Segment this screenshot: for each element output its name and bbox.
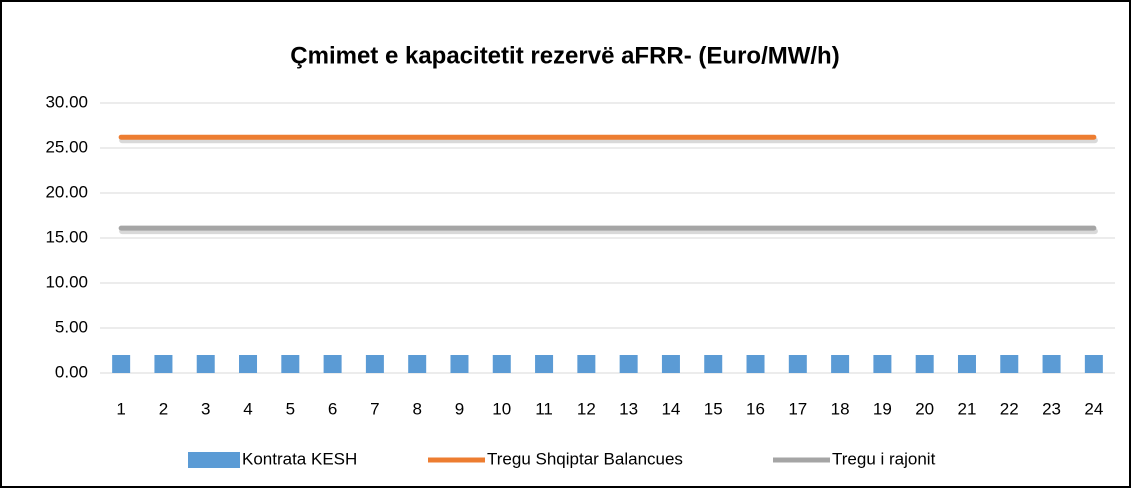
chart-title: Çmimet e kapacitetit rezervë aFRR- (Euro… (290, 42, 839, 69)
bar (873, 355, 892, 373)
bar (450, 355, 469, 373)
bar (1084, 355, 1103, 373)
y-tick-label: 15.00 (45, 227, 88, 246)
bar (746, 355, 765, 373)
bar (1042, 355, 1061, 373)
x-tick-label: 20 (915, 399, 934, 418)
bar (831, 355, 850, 373)
x-tick-label: 11 (535, 399, 553, 418)
bar (535, 355, 554, 373)
bar (365, 355, 384, 373)
y-tick-label: 0.00 (55, 362, 88, 381)
x-tick-label: 8 (412, 399, 421, 418)
bar (915, 355, 934, 373)
legend-label: Kontrata KESH (242, 449, 357, 468)
bar (408, 355, 427, 373)
x-tick-label: 2 (159, 399, 168, 418)
x-tick-label: 13 (619, 399, 638, 418)
x-tick-label: 6 (328, 399, 337, 418)
bar (323, 355, 342, 373)
y-tick-label: 5.00 (55, 317, 88, 336)
bar (239, 355, 258, 373)
bar (704, 355, 723, 373)
x-tick-label: 3 (201, 399, 210, 418)
bar (661, 355, 680, 373)
legend-label: Tregu i rajonit (832, 449, 936, 468)
x-tick-label: 15 (704, 399, 723, 418)
x-tick-label: 1 (116, 399, 125, 418)
x-tick-label: 7 (370, 399, 379, 418)
x-tick-label: 9 (455, 399, 464, 418)
bar (788, 355, 807, 373)
legend-label: Tregu Shqiptar Balancues (487, 449, 683, 468)
y-tick-label: 25.00 (45, 137, 88, 156)
x-tick-label: 22 (1000, 399, 1019, 418)
x-tick-label: 5 (286, 399, 295, 418)
x-tick-label: 16 (746, 399, 765, 418)
bar (112, 355, 131, 373)
legend-swatch (188, 452, 240, 468)
bar (577, 355, 596, 373)
bar (281, 355, 300, 373)
y-tick-label: 10.00 (45, 272, 88, 291)
x-tick-label: 10 (492, 399, 511, 418)
x-tick-label: 4 (243, 399, 252, 418)
bar (619, 355, 638, 373)
bar (492, 355, 511, 373)
bar (154, 355, 173, 373)
x-tick-label: 21 (958, 399, 977, 418)
y-tick-label: 20.00 (45, 182, 88, 201)
x-tick-label: 24 (1084, 399, 1103, 418)
y-tick-label: 30.00 (45, 92, 88, 111)
bar (1000, 355, 1019, 373)
bar (957, 355, 976, 373)
x-tick-label: 18 (831, 399, 850, 418)
x-tick-label: 23 (1042, 399, 1061, 418)
x-tick-label: 12 (577, 399, 596, 418)
x-tick-label: 14 (661, 399, 680, 418)
x-tick-label: 19 (873, 399, 892, 418)
bar (196, 355, 215, 373)
x-tick-label: 17 (788, 399, 807, 418)
